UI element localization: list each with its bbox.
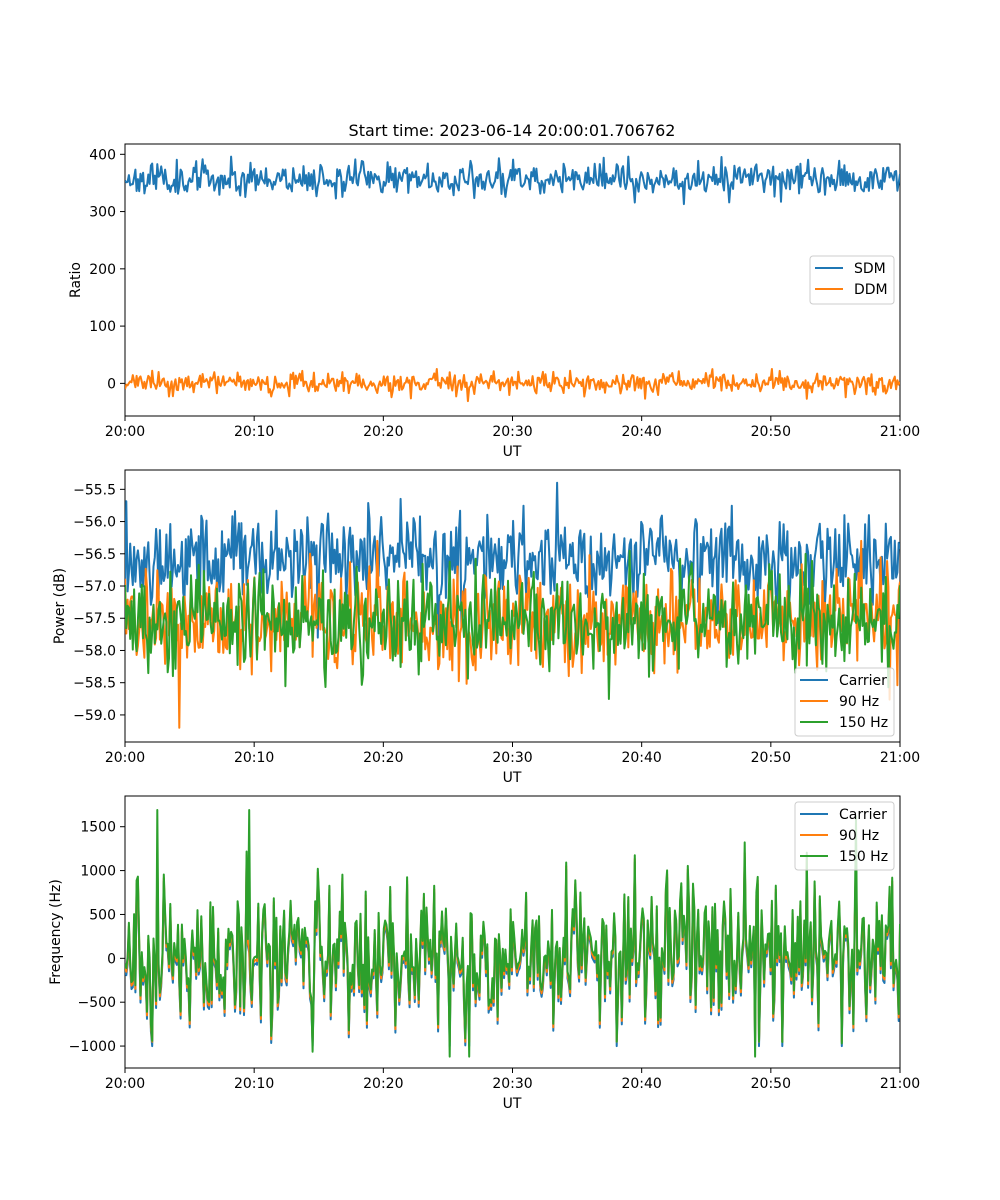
y-tick-label: −58.5 [73,676,116,692]
x-tick-label: 20:20 [363,750,403,766]
power-panel: 20:00 20:10 20:20 20:30 20:40 20:50 21:00 −59.0… [52,469,920,786]
y-tick-label: 300 [89,205,116,221]
x-tick-label: 20:10 [234,1076,274,1092]
y-tick-label: −500 [78,995,116,1011]
x-tick-label: 20:10 [234,750,274,766]
legend-label: Carrier [839,673,887,689]
chart-title: Start time: 2023-06-14 20:00:01.706762 [349,121,676,140]
x-tick-label: 20:30 [492,424,532,440]
ratio-ticks: 20:00 20:10 20:20 20:30 20:40 20:50 21:00 0 100 2… [89,147,920,440]
y-tick-label: 0 [107,951,116,967]
power-ticks: 20:00 20:10 20:20 20:30 20:40 20:50 21:00 −59.0… [73,482,920,766]
legend-label: 150 Hz [839,715,888,731]
ratio-legend: SDM DDM [809,255,895,305]
power-legend: Carrier 90 Hz 150 Hz [794,667,895,737]
series-line-150-hz [125,549,900,700]
x-tick-label: 20:50 [751,424,791,440]
legend-label: Carrier [839,807,887,823]
x-tick-label: 20:30 [492,750,532,766]
y-tick-label: −57.5 [73,611,116,627]
legend-label: 90 Hz [839,694,879,710]
power-x-axis-label: UT [503,770,522,786]
y-tick-label: −58.0 [73,643,116,659]
x-tick-label: 20:30 [492,1076,532,1092]
x-tick-label: 20:20 [363,1076,403,1092]
y-tick-label: 200 [89,262,116,278]
series-line-150-hz [125,809,900,1058]
legend-label: 90 Hz [839,828,879,844]
y-tick-label: −56.5 [73,547,116,563]
x-tick-label: 21:00 [880,750,920,766]
x-tick-label: 20:00 [105,1076,145,1092]
ratio-x-axis-label: UT [503,444,522,460]
y-tick-label: 0 [107,376,116,392]
legend-label: SDM [854,261,886,277]
y-tick-label: −1000 [69,1039,116,1055]
x-tick-label: 20:40 [621,1076,661,1092]
y-tick-label: 400 [89,147,116,163]
x-tick-label: 20:40 [621,750,661,766]
y-tick-label: −57.0 [73,579,116,595]
x-tick-label: 20:00 [105,424,145,440]
ratio-panel: 20:00 20:10 20:20 20:30 20:40 20:50 21:00 0 100 2… [68,143,920,460]
legend-label: 150 Hz [839,849,888,865]
frequency-ticks: 20:00 20:10 20:20 20:30 20:40 20:50 21:00 −1000… [69,820,921,1092]
frequency-legend: Carrier 90 Hz 150 Hz [794,801,895,871]
ratio-series-lines [125,155,900,403]
y-tick-label: 500 [89,907,116,923]
frequency-series-lines [125,809,900,1058]
legend-frame [794,801,895,871]
y-tick-label: 1000 [80,864,116,880]
frequency-x-axis-label: UT [503,1096,522,1112]
x-tick-label: 21:00 [880,1076,920,1092]
y-tick-label: −55.5 [73,482,116,498]
frequency-panel: 20:00 20:10 20:20 20:30 20:40 20:50 21:00 −1000… [48,795,921,1112]
x-tick-label: 20:00 [105,750,145,766]
x-tick-label: 20:10 [234,424,274,440]
legend-label: DDM [854,282,888,298]
x-tick-label: 21:00 [880,424,920,440]
x-tick-label: 20:50 [751,1076,791,1092]
y-tick-label: −59.0 [73,708,116,724]
series-line-sdm [125,155,900,206]
series-line-ddm [125,368,900,403]
x-tick-label: 20:20 [363,424,403,440]
y-tick-label: 1500 [80,820,116,836]
ratio-y-axis-label: Ratio [68,262,84,298]
power-series-lines [125,481,900,729]
x-tick-label: 20:50 [751,750,791,766]
y-tick-label: 100 [89,319,116,335]
legend-frame [794,667,895,737]
frequency-y-axis-label: Frequency (Hz) [48,879,64,985]
x-tick-label: 20:40 [621,424,661,440]
power-y-axis-label: Power (dB) [52,568,68,644]
y-tick-label: −56.0 [73,515,116,531]
